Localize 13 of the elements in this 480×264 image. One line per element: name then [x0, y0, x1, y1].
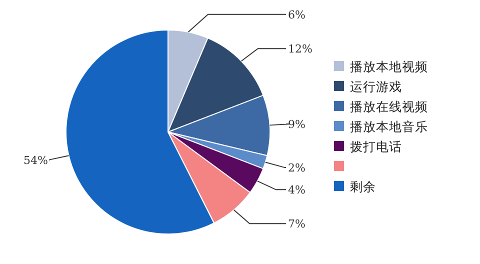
- data-label: 4%: [288, 184, 306, 197]
- data-label: 9%: [288, 118, 306, 131]
- data-label: 12%: [288, 42, 312, 56]
- legend-label: 播放在线视频: [350, 100, 428, 114]
- legend-label: 播放本地视频: [350, 60, 428, 74]
- legend-label: 剩余: [350, 180, 376, 194]
- legend-label: 播放本地音乐: [350, 120, 428, 134]
- legend-label: 拨打电话: [350, 140, 402, 154]
- data-label: 2%: [288, 162, 306, 175]
- data-label: 54%: [24, 154, 48, 167]
- legend-label: 运行游戏: [350, 80, 402, 94]
- data-label: 6%: [288, 8, 306, 22]
- data-label: 7%: [288, 218, 306, 231]
